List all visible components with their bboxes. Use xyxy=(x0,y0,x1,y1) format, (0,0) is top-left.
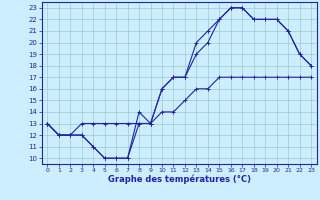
X-axis label: Graphe des températures (°C): Graphe des températures (°C) xyxy=(108,175,251,184)
